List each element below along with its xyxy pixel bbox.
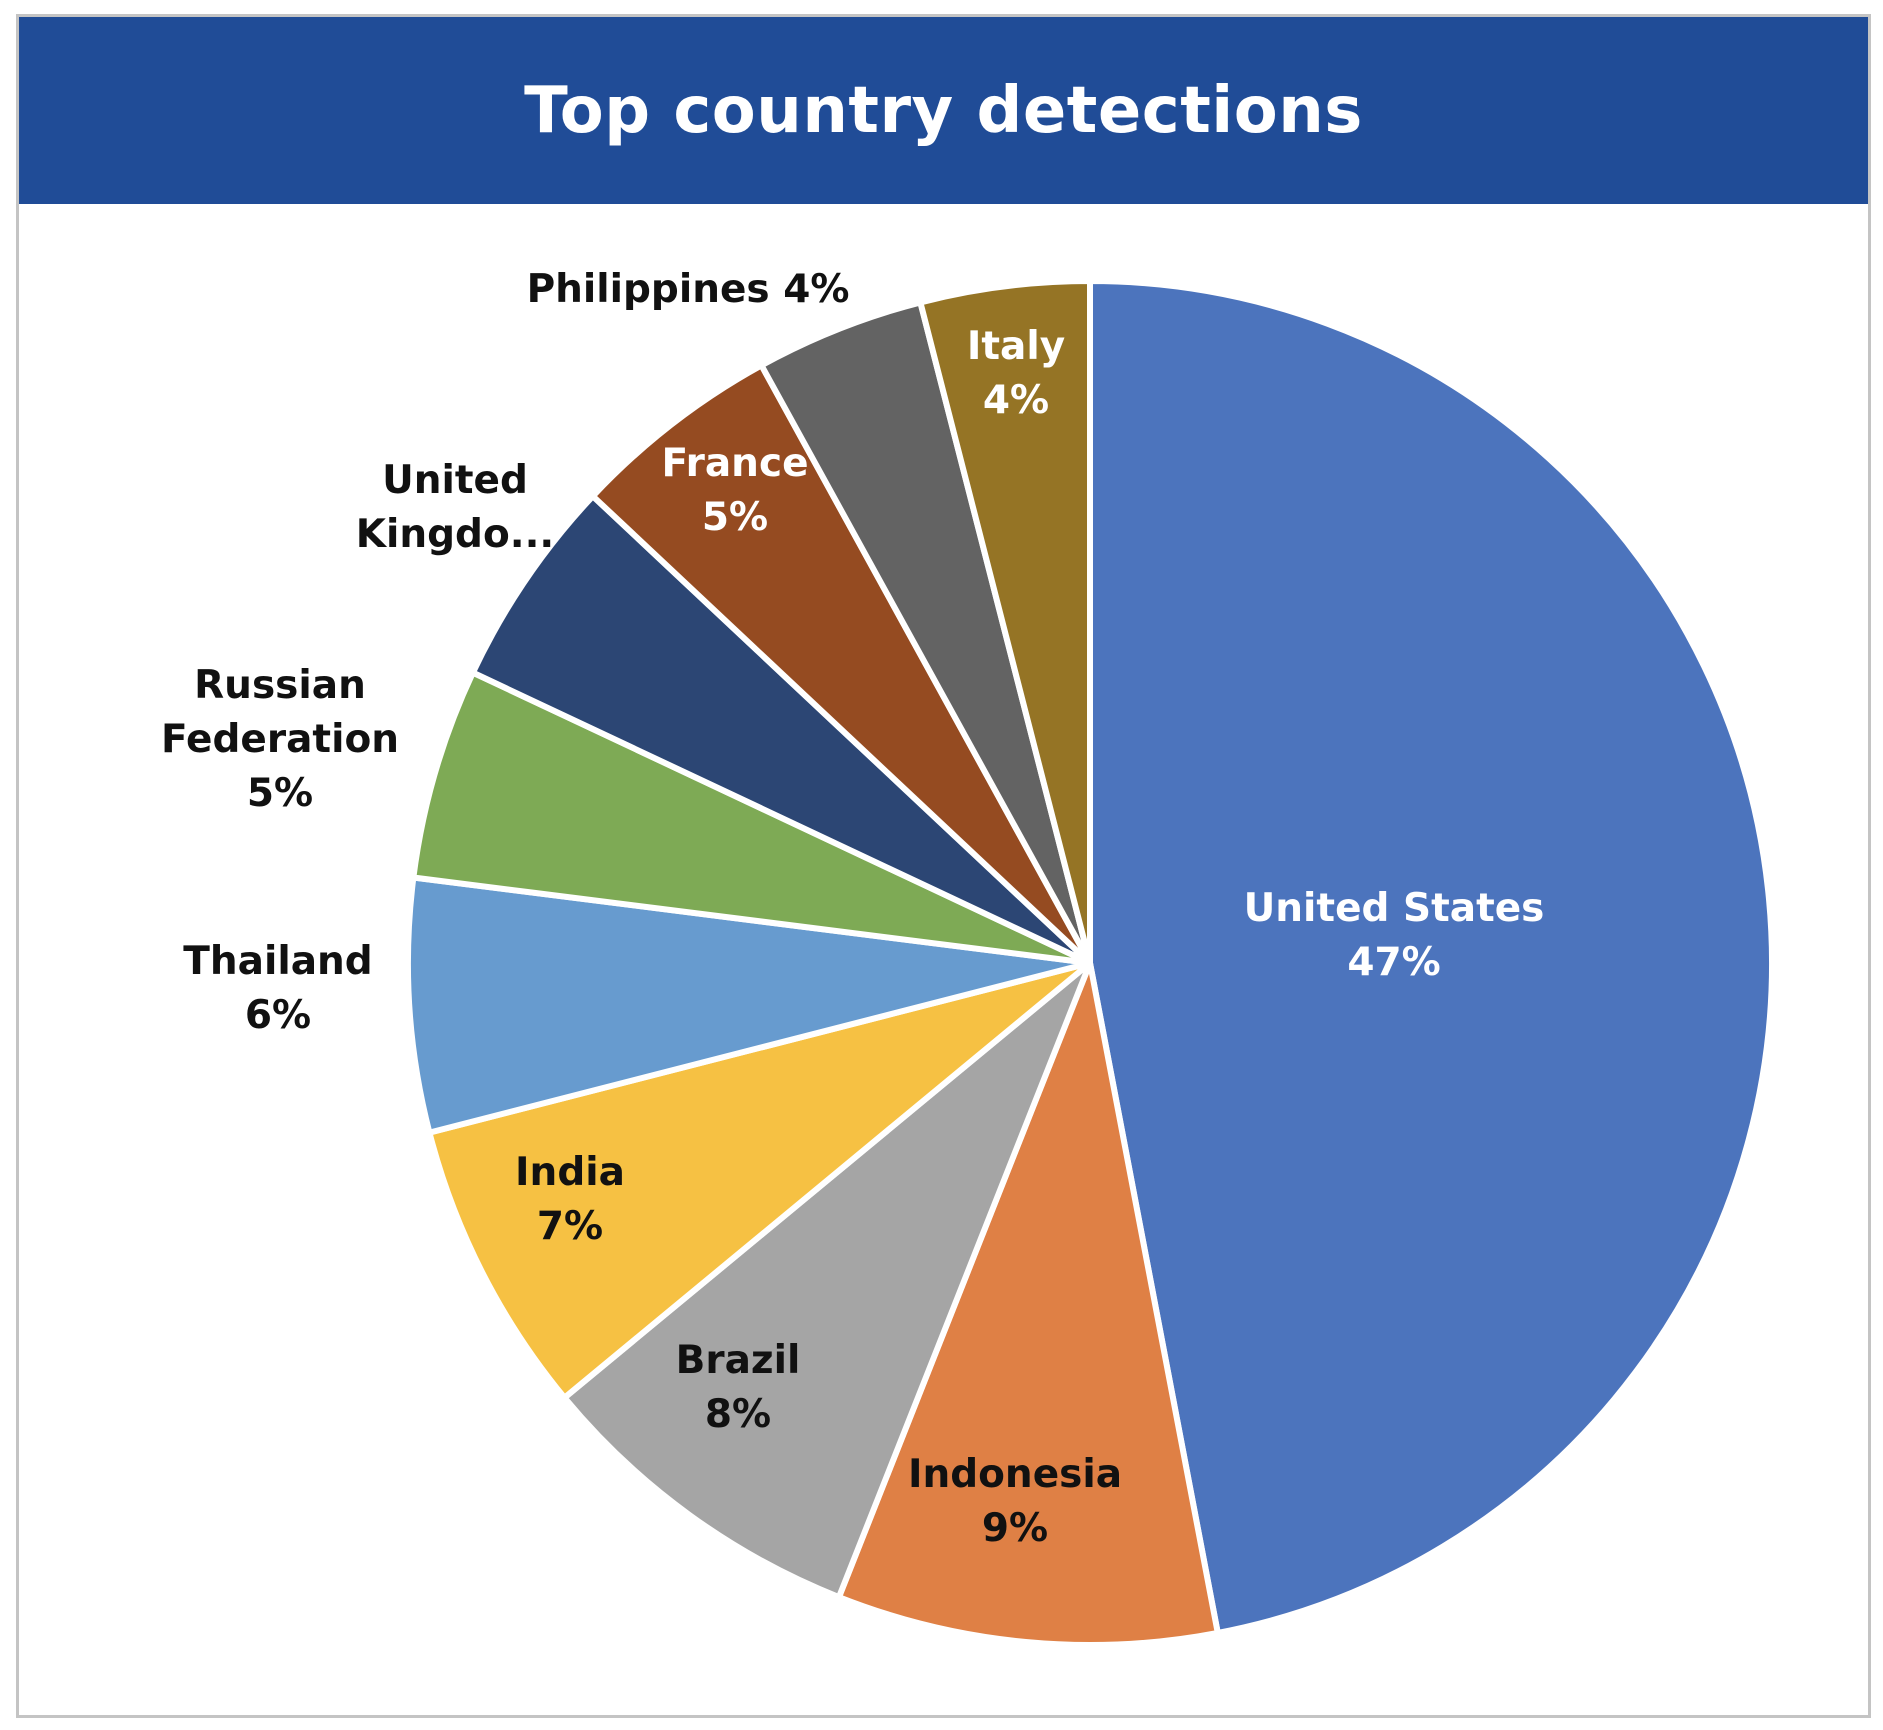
slice-label-indonesia: Indonesia 9% [908,1452,1122,1551]
slice-label-line: Kingdo... [356,512,554,557]
slice-label-line: Federation [161,717,399,762]
slice-label-italy: Italy 4% [967,324,1065,423]
slice-label-line: India [515,1150,625,1195]
slice-label-india: India 7% [515,1150,625,1249]
slice-label-line: 9% [982,1506,1048,1551]
slice-label-line: United States [1244,886,1545,931]
slice-label-line: 6% [245,993,311,1038]
slice-label-line: France [661,441,808,486]
slice-label-united-kingdo: United Kingdo... [356,458,554,557]
pie-slice-indonesia [835,960,1221,1648]
pie-slice-brazil [561,960,1093,1601]
pie-slice-united-states [1087,278,1775,1636]
chart-title: Top country detections [524,73,1363,148]
slice-label-brazil: Brazil 8% [676,1338,801,1437]
slice-label-line: 47% [1347,940,1440,985]
slice-label-line: 5% [702,495,768,540]
slice-label-france: France 5% [661,441,808,540]
slice-label-line: United [382,458,528,503]
pie-slice-india [426,960,1093,1401]
pie-slice-thailand [405,874,1093,1136]
title-banner: Top country detections [19,17,1868,204]
slice-label-line: 4% [983,378,1049,423]
slice-label-russian-federation: Russian Federation 5% [161,663,399,816]
slice-label-line: 8% [705,1392,771,1437]
slice-label-line: Indonesia [908,1452,1122,1497]
slice-label-line: Italy [967,324,1065,369]
pie-slice-france [589,362,1093,966]
pie-slice-united-kingdo [469,493,1093,966]
slice-label-thailand: Thailand 6% [183,939,372,1038]
slice-label-line: 5% [247,771,313,816]
slice-label-line: Russian [194,663,366,708]
slice-label-united-states: United States 47% [1244,886,1545,985]
slice-label-line: Thailand [183,939,372,984]
slice-label-line: Brazil [676,1338,801,1383]
slice-label-line: Philippines 4% [527,267,850,312]
slice-label-line: 7% [537,1204,603,1249]
pie-slice-italy [917,278,1093,966]
slice-label-philippines: Philippines 4% [527,267,850,312]
pie-slice-russian-federation [410,669,1093,966]
